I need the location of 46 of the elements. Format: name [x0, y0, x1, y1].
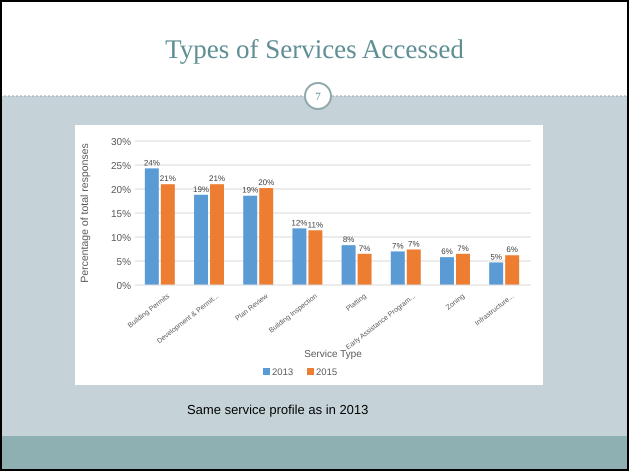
text: 7: [315, 91, 322, 103]
y-tick-label: 5%: [116, 257, 132, 268]
legend-label: 2015: [316, 367, 338, 378]
x-axis-title: Service Type: [304, 349, 362, 360]
y-tick-label: 10%: [110, 233, 132, 244]
y-tick-label: 30%: [110, 137, 132, 148]
bar: [194, 194, 208, 285]
data-label: 24%: [144, 158, 160, 168]
data-label: 7%: [358, 244, 370, 253]
legend-label: 2013: [272, 367, 294, 378]
bar: [243, 196, 258, 285]
bar: [292, 228, 306, 285]
data-label: 8%: [342, 235, 354, 244]
bar: [390, 251, 405, 285]
bar: [342, 245, 356, 285]
data-label: 19%: [193, 184, 210, 194]
bar: [308, 230, 322, 285]
data-label: 6%: [441, 247, 453, 256]
bar: [456, 254, 470, 285]
data-label: 11%: [308, 220, 324, 230]
data-label: 7%: [392, 241, 404, 250]
data-label: 6%: [506, 245, 518, 254]
data-label: 21%: [209, 174, 226, 184]
data-label: 12%: [291, 218, 308, 228]
y-tick-label: 25%: [110, 161, 132, 172]
y-tick-label: 15%: [110, 209, 132, 220]
bar: [144, 168, 159, 285]
data-label: 7%: [457, 244, 469, 253]
bar: [440, 257, 454, 285]
chart-title: Types of Services Accessed: [165, 34, 464, 64]
bar: [160, 184, 175, 285]
bar: [358, 254, 372, 285]
bar: [406, 249, 421, 285]
data-label: 5%: [490, 252, 502, 262]
bar: [489, 262, 504, 285]
data-label: 21%: [160, 174, 176, 184]
data-label: 7%: [408, 239, 420, 248]
bar: [505, 255, 520, 285]
data-label: 19%: [242, 186, 258, 195]
bar: [259, 188, 274, 285]
y-tick-label: 20%: [110, 185, 132, 196]
y-tick-label: 0%: [116, 281, 132, 292]
data-label: 20%: [258, 178, 274, 188]
bar: [210, 184, 224, 285]
text: Same service profile as in 2013: [187, 402, 368, 417]
y-axis-title: Percentage of total responses: [79, 143, 91, 283]
